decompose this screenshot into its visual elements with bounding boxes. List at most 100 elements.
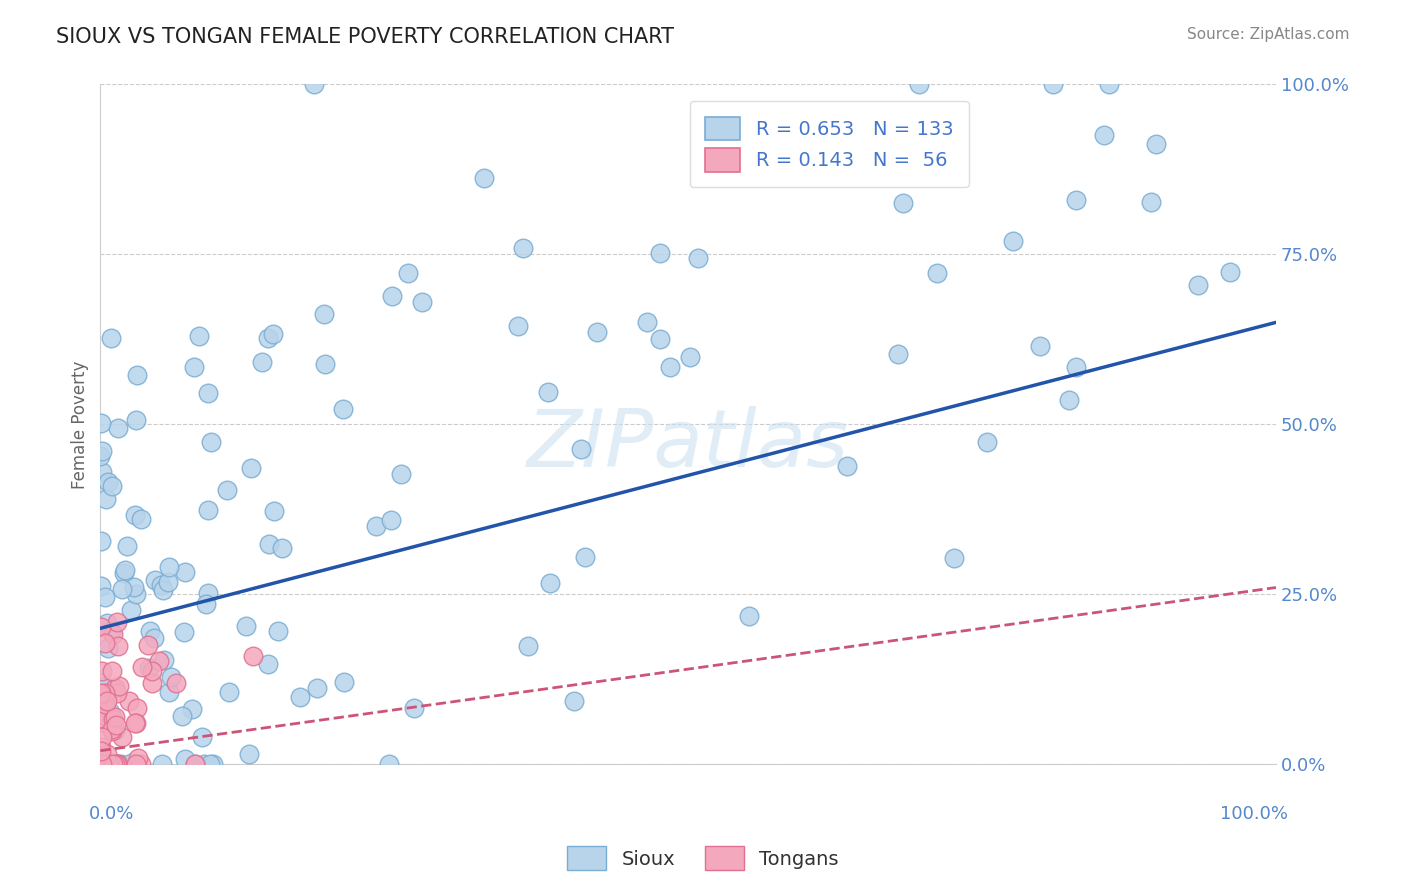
Point — [150, 757, 173, 772]
Point — [1146, 137, 1168, 152]
Point — [100, 624, 122, 639]
Y-axis label: Female Poverty: Female Poverty — [72, 360, 89, 489]
Point — [472, 170, 495, 185]
Point — [242, 648, 264, 663]
Point — [1139, 194, 1161, 209]
Point — [1002, 234, 1025, 248]
Point — [124, 716, 146, 731]
Point — [160, 670, 183, 684]
Point — [131, 660, 153, 674]
Point — [94, 716, 117, 731]
Point — [96, 694, 118, 708]
Point — [104, 757, 127, 772]
Point — [835, 458, 858, 473]
Point — [105, 757, 128, 772]
Point — [183, 757, 205, 772]
Point — [114, 563, 136, 577]
Point — [90, 416, 112, 430]
Point — [880, 164, 903, 178]
Point — [157, 684, 180, 698]
Point — [307, 681, 329, 696]
Point — [197, 586, 219, 600]
Text: Source: ZipAtlas.com: Source: ZipAtlas.com — [1187, 27, 1350, 42]
Point — [104, 681, 127, 696]
Point — [104, 757, 127, 772]
Point — [141, 665, 163, 679]
Point — [90, 744, 112, 758]
Point — [1064, 359, 1087, 374]
Point — [332, 402, 354, 417]
Point — [312, 307, 335, 321]
Point — [110, 757, 132, 772]
Point — [891, 195, 914, 210]
Point — [91, 730, 114, 744]
Point — [89, 749, 111, 764]
Point — [538, 575, 561, 590]
Point — [122, 580, 145, 594]
Point — [97, 757, 120, 772]
Point — [262, 326, 284, 341]
Point — [381, 289, 404, 303]
Point — [152, 582, 174, 597]
Point — [105, 615, 128, 629]
Point — [120, 603, 142, 617]
Point — [90, 676, 112, 690]
Point — [90, 534, 112, 549]
Point — [93, 697, 115, 711]
Point — [184, 757, 207, 772]
Point — [90, 757, 112, 772]
Legend: Sioux, Tongans: Sioux, Tongans — [560, 838, 846, 878]
Point — [411, 295, 433, 310]
Point — [125, 368, 148, 382]
Point — [105, 686, 128, 700]
Point — [181, 702, 204, 716]
Point — [686, 251, 709, 265]
Point — [235, 619, 257, 633]
Point — [197, 503, 219, 517]
Point — [517, 639, 540, 653]
Point — [1057, 392, 1080, 407]
Point — [89, 757, 111, 772]
Point — [111, 582, 134, 596]
Point — [380, 513, 402, 527]
Point — [887, 347, 910, 361]
Point — [648, 246, 671, 260]
Point — [89, 711, 111, 725]
Text: 100.0%: 100.0% — [1220, 805, 1288, 823]
Point — [131, 512, 153, 526]
Point — [101, 723, 124, 738]
Point — [120, 756, 142, 770]
Point — [404, 701, 426, 715]
Point — [364, 519, 387, 533]
Point — [197, 385, 219, 400]
Point — [396, 266, 419, 280]
Point — [139, 624, 162, 639]
Point — [586, 326, 609, 340]
Point — [100, 479, 122, 493]
Point — [101, 723, 124, 737]
Point — [91, 465, 114, 479]
Point — [124, 508, 146, 522]
Point — [107, 421, 129, 435]
Point — [648, 332, 671, 346]
Point — [389, 467, 412, 482]
Point — [101, 627, 124, 641]
Point — [152, 653, 174, 667]
Point — [263, 504, 285, 518]
Point — [259, 536, 281, 550]
Point — [217, 483, 239, 497]
Point — [127, 751, 149, 765]
Point — [183, 359, 205, 374]
Point — [512, 241, 534, 255]
Point — [191, 731, 214, 745]
Point — [976, 434, 998, 449]
Point — [104, 710, 127, 724]
Point — [112, 566, 135, 580]
Point — [111, 730, 134, 744]
Point — [90, 686, 112, 700]
Point — [198, 757, 221, 772]
Point — [256, 657, 278, 671]
Point — [188, 329, 211, 343]
Point — [94, 491, 117, 506]
Point — [97, 475, 120, 489]
